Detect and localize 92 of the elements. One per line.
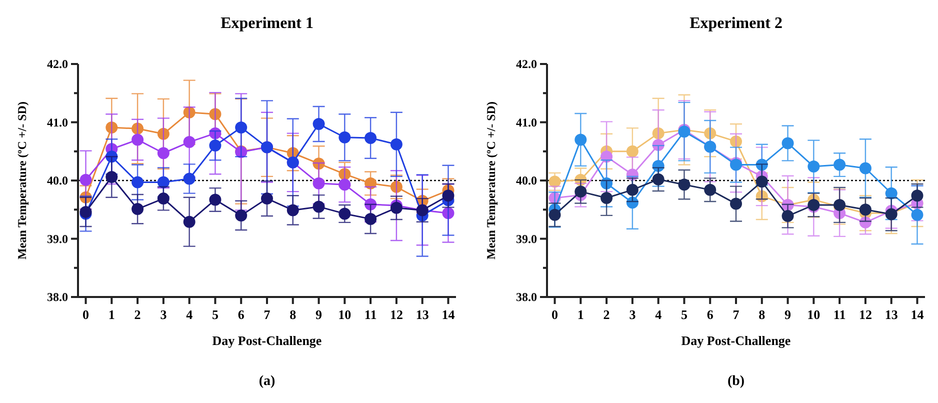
x-tick-label: 10 xyxy=(338,307,352,322)
text: (a) xyxy=(258,374,276,389)
point xyxy=(678,178,690,191)
point xyxy=(574,186,587,198)
y-tick-label: 39.0 xyxy=(516,232,537,246)
point xyxy=(782,210,794,222)
point xyxy=(157,147,170,160)
x-tick-label: 13 xyxy=(884,307,898,322)
x-tick-label: 7 xyxy=(264,307,271,322)
y-tick-label: 41.0 xyxy=(516,115,537,130)
x-tick-label: 14 xyxy=(910,307,924,322)
point xyxy=(782,137,794,150)
x-axis-title: Day Post-Challenge xyxy=(681,333,791,348)
y-tick-label: 38.0 xyxy=(516,290,537,304)
y-tick-label: 38.0 xyxy=(47,290,68,304)
x-tick-label: 3 xyxy=(160,307,168,322)
point xyxy=(626,145,638,158)
point xyxy=(442,190,454,202)
point xyxy=(183,172,196,185)
point xyxy=(132,134,144,146)
x-tick-label: 3 xyxy=(629,307,636,322)
chart-title: Experiment 2 xyxy=(690,15,782,32)
point xyxy=(808,160,820,173)
x-tick-label: 14 xyxy=(442,307,456,322)
point xyxy=(183,216,196,228)
point xyxy=(338,131,351,144)
point xyxy=(600,192,613,204)
x-tick-label: 8 xyxy=(290,307,297,322)
point xyxy=(885,187,898,200)
point xyxy=(338,178,351,191)
point xyxy=(730,198,742,210)
y-tick-label: 40.0 xyxy=(47,174,68,188)
x-tick-label: 11 xyxy=(364,307,377,322)
y-tick-label: 39.0 xyxy=(47,232,68,246)
text: (b) xyxy=(727,374,745,389)
x-tick-label: 2 xyxy=(134,307,141,322)
x-tick-label: 11 xyxy=(833,307,846,322)
x-tick-label: 1 xyxy=(577,307,584,322)
point xyxy=(312,177,325,190)
x-tick-label: 8 xyxy=(758,307,766,322)
point xyxy=(834,158,846,171)
point xyxy=(364,132,377,144)
point xyxy=(183,136,196,148)
point xyxy=(704,184,716,196)
y-axis-title: Mean Temperature (ºC +/- SD) xyxy=(484,102,498,260)
point xyxy=(859,162,872,174)
x-tick-label: 1 xyxy=(108,307,115,322)
point xyxy=(312,200,325,213)
x-tick-label: 10 xyxy=(807,307,820,322)
point xyxy=(209,140,222,152)
y-tick-label: 42.0 xyxy=(516,57,537,72)
point xyxy=(209,194,222,206)
point xyxy=(911,190,924,202)
x-tick-label: 6 xyxy=(706,307,714,322)
point xyxy=(911,208,924,221)
x-tick-label: 12 xyxy=(858,307,872,322)
point xyxy=(286,204,299,216)
point xyxy=(859,204,872,216)
point xyxy=(626,184,638,196)
x-tick-label: 7 xyxy=(732,307,740,322)
point xyxy=(390,138,402,150)
x-tick-label: 0 xyxy=(552,307,558,322)
point xyxy=(106,171,118,184)
y-tick-label: 42.0 xyxy=(47,57,68,72)
x-tick-label: 4 xyxy=(186,307,194,322)
point xyxy=(132,176,144,188)
x-tick-label: 6 xyxy=(238,307,245,322)
x-tick-label: 0 xyxy=(82,307,90,322)
point xyxy=(261,192,273,205)
x-tick-label: 9 xyxy=(316,307,323,322)
point xyxy=(157,176,170,188)
x-tick-label: 2 xyxy=(603,307,610,322)
x-tick-label: 9 xyxy=(784,307,792,322)
y-tick-label: 41.0 xyxy=(47,115,68,130)
point xyxy=(235,121,248,134)
x-tick-label: 12 xyxy=(390,307,403,322)
x-tick-label: 5 xyxy=(680,307,688,322)
point xyxy=(312,118,325,130)
point xyxy=(756,176,768,188)
point xyxy=(652,173,664,186)
x-axis-title: Day Post-Challenge xyxy=(212,333,322,348)
chart-title: Experiment 1 xyxy=(220,15,314,32)
point xyxy=(157,192,170,205)
x-tick-label: 5 xyxy=(212,307,219,322)
point xyxy=(235,209,248,222)
point xyxy=(364,212,377,225)
point xyxy=(132,203,144,216)
x-tick-label: 13 xyxy=(416,307,430,322)
y-axis-title: Mean Temperature (ºC +/- SD) xyxy=(15,102,29,260)
y-tick-label: 40.0 xyxy=(516,174,537,188)
x-tick-label: 4 xyxy=(655,307,662,322)
point xyxy=(574,134,587,146)
